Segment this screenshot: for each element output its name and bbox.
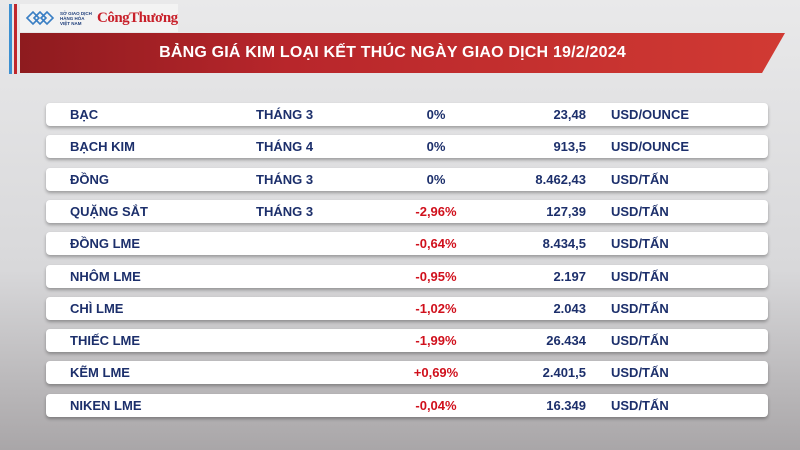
cell-change: +0,69%: [413, 365, 459, 381]
cell-month: THÁNG 3: [256, 107, 314, 122]
cell-price: 2.401,5: [542, 365, 586, 381]
table-row: BẠCH KIM THÁNG 4 0% 913,5 USD/OUNCE: [46, 135, 768, 159]
cell-unit: USD/TẤN: [611, 268, 669, 284]
cell-price: 23,48: [553, 107, 586, 122]
cell-price: 913,5: [553, 139, 586, 155]
cell-unit: USD/TẤN: [611, 236, 669, 252]
cell-price: 8.434,5: [542, 236, 586, 252]
cell-month: THÁNG 4: [256, 139, 314, 155]
table-row: QUẶNG SẮT THÁNG 3 -2,96% 127,39 USD/TẤN: [46, 199, 768, 223]
cell-price: 127,39: [546, 203, 586, 219]
cell-name: QUẶNG SẮT: [70, 203, 148, 219]
table-row: NHÔM LME -0,95% 2.197 USD/TẤN: [46, 264, 768, 288]
cell-name: NHÔM LME: [70, 268, 141, 284]
table-row: NIKEN LME -0,04% 16.349 USD/TẤN: [46, 393, 768, 417]
cell-change: -1,02%: [415, 300, 457, 316]
cell-change: -2,96%: [415, 203, 457, 219]
exchange-logo-icon: [25, 10, 55, 26]
cell-change: -0,04%: [415, 397, 457, 413]
logo-text: SỞ GIAO DỊCH HÀNG HÓA VIỆT NAM: [60, 10, 92, 26]
cell-price: 2.043: [553, 300, 586, 316]
cell-price: 26.434: [546, 333, 586, 349]
cell-change: 0%: [426, 171, 446, 187]
cell-change: -0,95%: [415, 268, 457, 284]
cell-name: KẼM LME: [70, 365, 130, 381]
cell-name: ĐỒNG: [70, 171, 109, 187]
page-title: BẢNG GIÁ KIM LOẠI KẾT THÚC NGÀY GIAO DỊC…: [159, 44, 626, 61]
table-row: ĐỒNG LME -0,64% 8.434,5 USD/TẤN: [46, 232, 768, 256]
logo-brand: CôngThương: [97, 9, 178, 26]
cell-price: 8.462,43: [535, 171, 586, 187]
cell-change: 0%: [426, 139, 446, 155]
cell-unit: USD/TẤN: [611, 300, 669, 316]
cell-change: -1,99%: [415, 333, 457, 349]
cell-name: THIẾC LME: [70, 333, 141, 349]
cell-name: BẠCH KIM: [70, 139, 135, 155]
cell-change: 0%: [426, 107, 446, 122]
table-row: CHÌ LME -1,02% 2.043 USD/TẤN: [46, 296, 768, 320]
cell-name: ĐỒNG LME: [70, 236, 141, 252]
cell-month: THÁNG 3: [256, 203, 314, 219]
cell-unit: USD/TẤN: [611, 397, 669, 413]
title-banner: BẢNG GIÁ KIM LOẠI KẾT THÚC NGÀY GIAO DỊC…: [20, 33, 785, 73]
table-row: THIẾC LME -1,99% 26.434 USD/TẤN: [46, 329, 768, 353]
cell-unit: USD/TẤN: [611, 203, 669, 219]
cell-change: -0,64%: [415, 236, 457, 252]
cell-unit: USD/OUNCE: [611, 139, 690, 155]
cell-price: 16.349: [546, 397, 586, 413]
table-row: ĐỒNG THÁNG 3 0% 8.462,43 USD/TẤN: [46, 167, 768, 191]
cell-unit: USD/TẤN: [611, 171, 669, 187]
logo: SỞ GIAO DỊCH HÀNG HÓA VIỆT NAM CôngThươn…: [20, 4, 178, 32]
cell-unit: USD/TẤN: [611, 333, 669, 349]
accent-bars: [9, 4, 19, 74]
cell-name: BẠC: [70, 107, 99, 122]
cell-unit: USD/OUNCE: [611, 107, 690, 122]
cell-month: THÁNG 3: [256, 171, 314, 187]
table-row: BẠC THÁNG 3 0% 23,48 USD/OUNCE: [46, 103, 768, 126]
cell-name: CHÌ LME: [70, 300, 124, 316]
cell-price: 2.197: [553, 268, 586, 284]
cell-unit: USD/TẤN: [611, 365, 669, 381]
cell-name: NIKEN LME: [70, 397, 142, 413]
table-row: KẼM LME +0,69% 2.401,5 USD/TẤN: [46, 361, 768, 385]
